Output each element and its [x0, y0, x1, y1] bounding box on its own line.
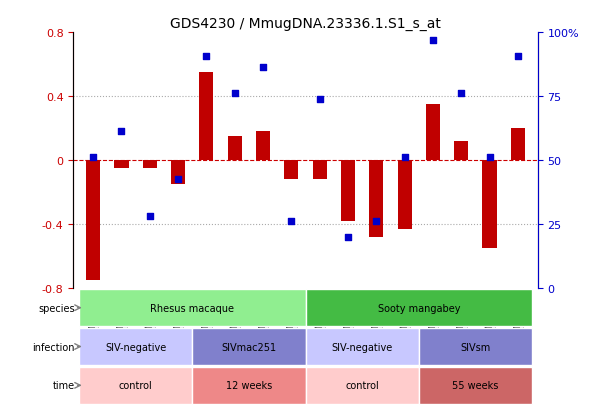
Point: [428, 38, 438, 44]
Point: [230, 90, 240, 97]
Text: Sooty mangabey: Sooty mangabey: [378, 303, 460, 313]
Bar: [454, 142, 468, 161]
Bar: [199, 73, 213, 161]
Point: [173, 177, 183, 183]
Text: species: species: [38, 303, 75, 313]
Title: GDS4230 / MmugDNA.23336.1.S1_s_at: GDS4230 / MmugDNA.23336.1.S1_s_at: [170, 17, 441, 31]
Text: 12 weeks: 12 weeks: [225, 380, 272, 390]
Bar: [511, 129, 525, 161]
Text: time: time: [53, 380, 75, 390]
Bar: [86, 161, 100, 280]
Point: [258, 65, 268, 71]
Bar: [369, 161, 383, 237]
Bar: [313, 161, 327, 180]
Text: control: control: [119, 380, 153, 390]
FancyBboxPatch shape: [306, 328, 419, 365]
Text: 55 weeks: 55 weeks: [452, 380, 499, 390]
Bar: [114, 161, 128, 169]
FancyBboxPatch shape: [79, 367, 192, 404]
Point: [513, 54, 523, 60]
Bar: [426, 105, 440, 161]
Bar: [256, 132, 270, 161]
Bar: [483, 161, 497, 249]
Bar: [228, 137, 242, 161]
Bar: [171, 161, 185, 185]
Text: SIV-negative: SIV-negative: [332, 342, 393, 351]
Text: SIVsm: SIVsm: [460, 342, 491, 351]
Point: [117, 129, 126, 135]
Text: Rhesus macaque: Rhesus macaque: [150, 303, 234, 313]
FancyBboxPatch shape: [79, 328, 192, 365]
Text: infection: infection: [32, 342, 75, 351]
Bar: [341, 161, 355, 221]
Text: control: control: [345, 380, 379, 390]
Point: [343, 234, 353, 241]
Text: SIVmac251: SIVmac251: [221, 342, 276, 351]
Point: [400, 154, 409, 161]
Point: [371, 218, 381, 225]
Bar: [284, 161, 298, 180]
FancyBboxPatch shape: [419, 367, 532, 404]
FancyBboxPatch shape: [192, 328, 306, 365]
Bar: [143, 161, 157, 169]
Point: [88, 154, 98, 161]
Point: [145, 214, 155, 220]
Bar: [398, 161, 412, 230]
Text: SIV-negative: SIV-negative: [105, 342, 166, 351]
FancyBboxPatch shape: [79, 290, 306, 326]
FancyBboxPatch shape: [192, 367, 306, 404]
Point: [315, 97, 324, 103]
FancyBboxPatch shape: [419, 328, 532, 365]
Point: [456, 90, 466, 97]
Point: [202, 54, 211, 60]
FancyBboxPatch shape: [306, 367, 419, 404]
Point: [287, 218, 296, 225]
Point: [485, 154, 494, 161]
FancyBboxPatch shape: [306, 290, 532, 326]
